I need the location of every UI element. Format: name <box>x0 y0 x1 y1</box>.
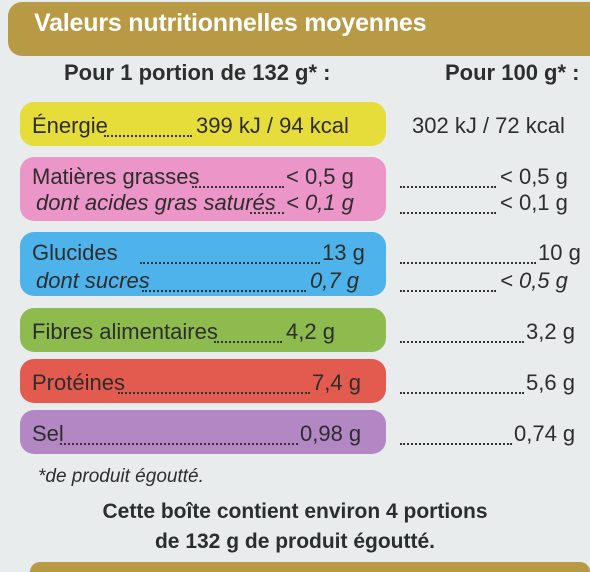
glucides-dots <box>140 262 320 264</box>
acides-gras-satures-portion-value: < 0,1 g <box>286 190 354 215</box>
dont-sucres-portion-value: 0,7 g <box>310 268 359 293</box>
footnote: *de produit égoutté. <box>38 466 204 487</box>
fibres-dots <box>214 341 282 343</box>
energie-label: Énergie <box>32 113 108 138</box>
sel-label: Sel <box>32 421 64 446</box>
column-header-per-100g: Pour 100 g* : <box>445 60 580 85</box>
proteines-dots <box>118 392 310 394</box>
sel-per100-value: 0,74 g <box>514 421 576 446</box>
fibres-label: Fibres alimentaires <box>32 319 218 344</box>
matieres-grasses-dots <box>192 186 284 188</box>
fibres-per100-value: 3,2 g <box>526 319 575 344</box>
matieres-grasses-per100-dots <box>400 186 496 188</box>
bottom-decor-strip <box>30 562 590 572</box>
glucides-per100-value: 10 g <box>538 240 581 265</box>
matieres-grasses-portion-value: < 0,5 g <box>286 164 354 189</box>
acides-gras-satures-per100-value: < 0,1 g <box>500 190 568 215</box>
sel-portion-value: 0,98 g <box>300 421 362 446</box>
dont-sucres-label: dont sucres <box>36 268 150 293</box>
glucides-band <box>20 232 386 296</box>
dont-sucres-dots <box>142 290 306 292</box>
footer-line-2: de 132 g de produit égoutté. <box>154 530 436 553</box>
fibres-band <box>20 308 386 352</box>
matieres-grasses-band <box>20 157 386 221</box>
fibres-per100-dots <box>400 341 524 343</box>
glucides-per100-dots <box>400 262 536 264</box>
column-header-per-portion: Pour 1 portion de 132 g* : <box>64 60 331 85</box>
energie-portion-value: 399 kJ / 94 kcal <box>196 113 349 138</box>
proteines-band <box>20 359 386 403</box>
header-banner: Valeurs nutritionnelles moyennes <box>8 2 590 56</box>
proteines-portion-value: 7,4 g <box>312 370 361 395</box>
sel-per100-dots <box>400 443 512 445</box>
proteines-per100-dots <box>400 392 524 394</box>
acides-gras-satures-dots <box>250 212 284 214</box>
footer-line-1: Cette boîte contient environ 4 portions <box>102 500 488 523</box>
energie-per100-value: 302 kJ / 72 kcal <box>412 113 565 138</box>
matieres-grasses-label: Matières grasses <box>32 164 200 189</box>
sel-dots <box>60 443 298 445</box>
acides-gras-satures-per100-dots <box>400 212 496 214</box>
acides-gras-satures-label: dont acides gras saturés <box>36 190 276 215</box>
energie-band <box>20 102 386 146</box>
fibres-portion-value: 4,2 g <box>286 319 335 344</box>
dont-sucres-per100-dots <box>400 290 496 292</box>
dont-sucres-per100-value: < 0,5 g <box>500 268 568 293</box>
glucides-label: Glucides <box>32 240 118 265</box>
proteines-label: Protéines <box>32 370 125 395</box>
sel-band <box>20 410 386 454</box>
proteines-per100-value: 5,6 g <box>526 370 575 395</box>
matieres-grasses-per100-value: < 0,5 g <box>500 164 568 189</box>
glucides-portion-value: 13 g <box>322 240 365 265</box>
energie-dots <box>104 135 192 137</box>
page-title: Valeurs nutritionnelles moyennes <box>34 9 427 37</box>
